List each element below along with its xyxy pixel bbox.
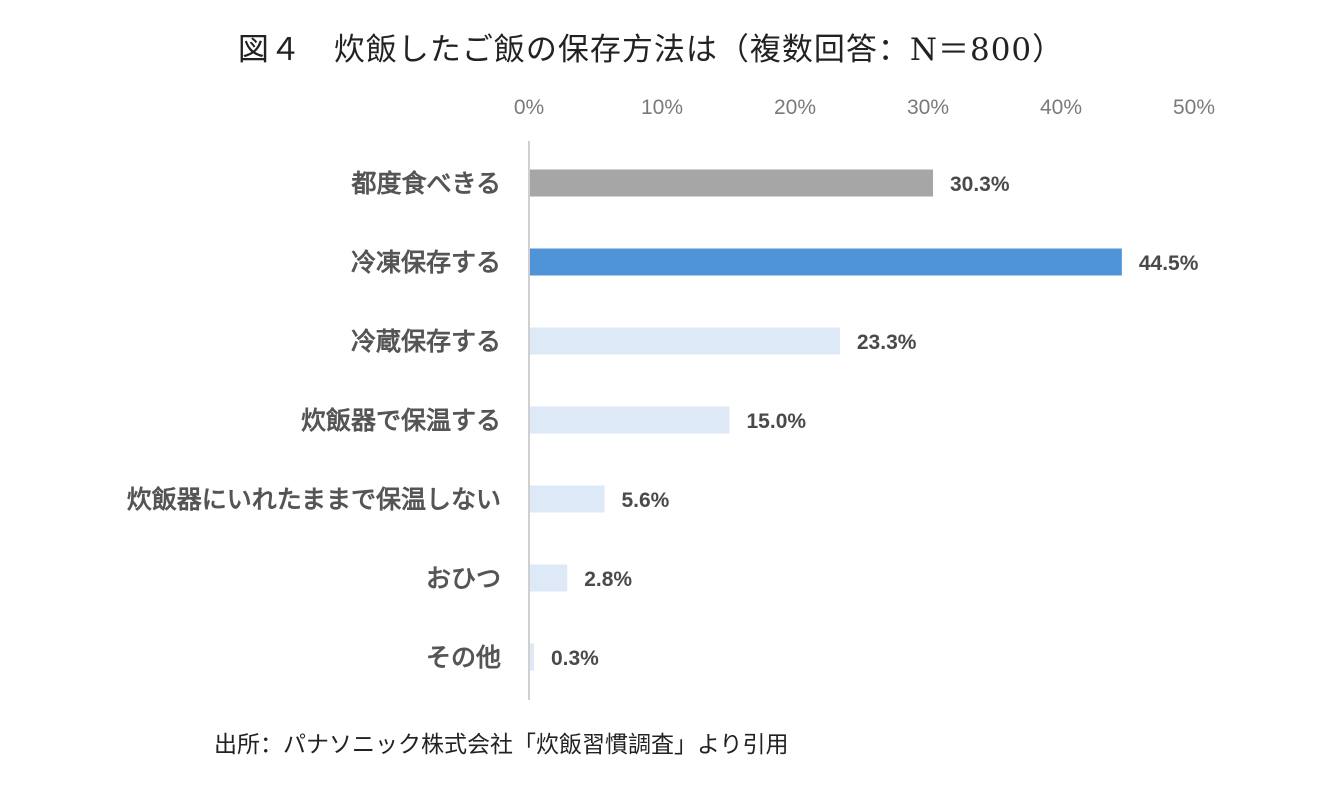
bar-5 bbox=[530, 564, 568, 592]
x-tick-label-1: 10% bbox=[641, 96, 683, 119]
value-label-5: 2.8% bbox=[584, 568, 632, 591]
bar-0 bbox=[530, 169, 933, 197]
value-label-3: 15.0% bbox=[747, 410, 807, 433]
category-label-1: 冷凍保存する bbox=[351, 248, 501, 277]
x-tick-label-2: 20% bbox=[774, 96, 816, 119]
x-tick-label-3: 30% bbox=[907, 96, 949, 119]
category-labels: 都度食べきる冷凍保存する冷蔵保存する炊飯器で保温する炊飯器にいれたままで保温しな… bbox=[127, 169, 501, 672]
value-label-4: 5.6% bbox=[621, 489, 669, 512]
x-tick-label-5: 50% bbox=[1173, 96, 1215, 119]
bar-3 bbox=[530, 406, 730, 434]
bars-group bbox=[530, 169, 1122, 671]
value-label-1: 44.5% bbox=[1139, 252, 1199, 275]
source-note: 出所：パナソニック株式会社「炊飯習慣調査」より引用 bbox=[214, 732, 789, 758]
bar-6 bbox=[530, 643, 534, 671]
value-label-6: 0.3% bbox=[551, 647, 599, 670]
value-labels: 30.3% 44.5% 23.3% 15.0% 5.6% 2.8% 0.3% bbox=[551, 173, 1199, 670]
bar-2 bbox=[530, 327, 840, 355]
value-label-2: 23.3% bbox=[857, 331, 917, 354]
x-tick-label-0: 0% bbox=[514, 96, 544, 119]
category-label-6: その他 bbox=[426, 643, 501, 672]
category-label-3: 炊飯器で保温する bbox=[301, 406, 501, 435]
category-label-4: 炊飯器にいれたままで保温しない bbox=[127, 485, 501, 514]
category-label-2: 冷蔵保存する bbox=[351, 327, 501, 356]
x-tick-label-4: 40% bbox=[1040, 96, 1082, 119]
chart-title-text: 図４ 炊飯したご飯の保存方法は（複数回答：N＝800） bbox=[237, 32, 1065, 68]
category-label-0: 都度食べきる bbox=[350, 169, 501, 198]
bar-1 bbox=[530, 248, 1122, 276]
chart-title: 図４ 炊飯したご飯の保存方法は（複数回答：N＝800） bbox=[0, 24, 1318, 69]
category-label-5: おひつ bbox=[426, 564, 501, 593]
bar-4 bbox=[530, 485, 605, 513]
value-label-0: 30.3% bbox=[950, 173, 1010, 196]
x-axis-ticks: 0% 10% 20% 30% 40% 50% bbox=[514, 96, 1215, 119]
